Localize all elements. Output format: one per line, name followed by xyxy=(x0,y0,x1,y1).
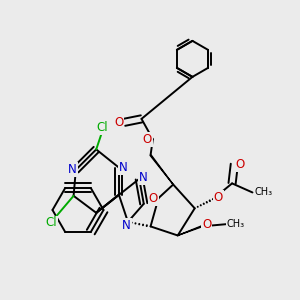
Polygon shape xyxy=(150,155,173,184)
Text: O: O xyxy=(202,218,212,231)
Text: O: O xyxy=(214,191,223,204)
Polygon shape xyxy=(178,226,202,236)
Text: Cl: Cl xyxy=(96,122,108,134)
Text: CH₃: CH₃ xyxy=(227,219,245,229)
Text: O: O xyxy=(235,158,244,171)
Text: CH₃: CH₃ xyxy=(255,188,273,197)
Text: O: O xyxy=(143,133,152,146)
Text: Cl: Cl xyxy=(46,217,57,230)
Text: N: N xyxy=(122,219,131,232)
Text: O: O xyxy=(114,116,123,129)
Text: O: O xyxy=(148,192,158,205)
Text: N: N xyxy=(119,161,128,174)
Text: N: N xyxy=(140,171,148,184)
Text: N: N xyxy=(68,163,76,176)
